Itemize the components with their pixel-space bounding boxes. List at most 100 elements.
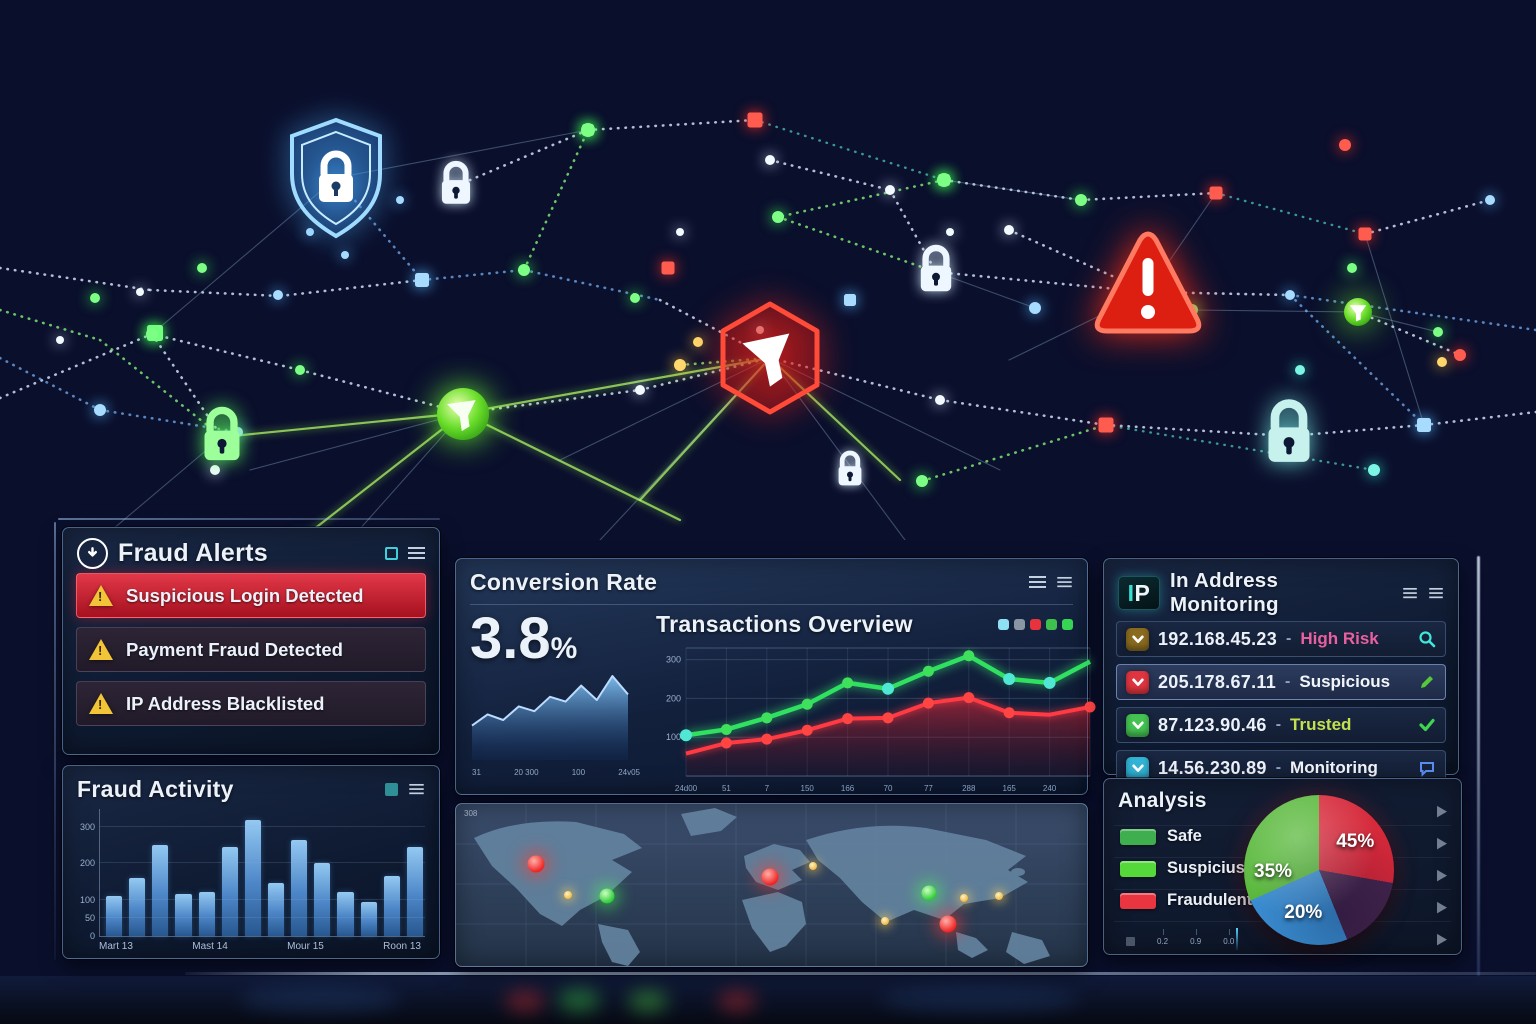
svg-text:300: 300 <box>666 655 681 665</box>
shield-lock-icon <box>290 117 382 239</box>
legend-dot <box>1062 619 1073 630</box>
panel-title: Fraud Alerts <box>118 539 268 567</box>
panel-title: Fraud Activity <box>77 776 234 802</box>
menu-icon[interactable] <box>1057 576 1072 589</box>
svg-text:200: 200 <box>666 693 681 703</box>
chevron-down-badge-icon <box>1126 713 1149 737</box>
expand-arrow-icon[interactable]: ▶ <box>1437 833 1447 852</box>
chart-mode-icon[interactable] <box>385 783 398 796</box>
menu-icon[interactable] <box>408 547 425 560</box>
menu-icon[interactable] <box>1429 587 1443 599</box>
padlock-icon <box>1268 404 1309 462</box>
fraud-activity-bar-chart: 300 200 100 50 0 <box>73 809 425 941</box>
menu-icon[interactable] <box>1029 576 1046 589</box>
activity-bar <box>175 894 192 936</box>
green-filter-node-icon <box>437 388 489 440</box>
activity-bar <box>337 892 354 936</box>
svg-text:165: 165 <box>1003 784 1017 793</box>
activity-bar <box>152 845 169 936</box>
legend-item: Safe <box>1120 827 1252 846</box>
x-axis-labels: Mart 13 Mast 14 Mour 15 Roon 13 <box>99 941 421 952</box>
menu-icon[interactable] <box>1402 587 1417 599</box>
ip-address: 87.123.90.46 <box>1158 714 1267 735</box>
ip-row[interactable]: 87.123.90.46 - Trusted <box>1116 707 1446 743</box>
desk-edge <box>185 972 1536 975</box>
ip-list: 192.168.45.23 - High Risk 205.178.67.11 … <box>1104 621 1458 786</box>
legend-swatch <box>1120 828 1156 845</box>
menu-icon[interactable] <box>409 783 424 796</box>
network-visualization <box>0 112 1536 540</box>
analysis-axis-ticks: 0.2 0.9 0.0 <box>1126 929 1234 946</box>
svg-text:7: 7 <box>765 784 770 793</box>
activity-bar <box>406 847 423 936</box>
chart-legend-dots <box>998 619 1073 630</box>
legend-dot <box>1046 619 1057 630</box>
ip-row[interactable]: 205.178.67.11 - Suspicious <box>1116 664 1446 700</box>
activity-bar <box>244 819 261 936</box>
axis-cursor <box>1236 928 1238 950</box>
pie-slice-label: 35% <box>1254 860 1293 882</box>
green-alert-dot <box>599 888 615 904</box>
alert-label: IP Address Blacklisted <box>126 692 325 714</box>
legend-item: Fraudulent <box>1120 891 1252 910</box>
chat-icon[interactable] <box>1418 759 1436 777</box>
y-axis-labels: 300 200 100 50 0 <box>79 822 95 941</box>
legend-label: Suspicius <box>1167 859 1245 877</box>
check-icon[interactable] <box>1418 716 1436 734</box>
expand-arrow-icon[interactable]: ▶ <box>1437 801 1447 820</box>
analysis-panel: Analysis Safe Suspicius Fraudulent 45% 20… <box>1103 778 1462 955</box>
ip-status: Monitoring <box>1290 758 1378 777</box>
padlock-icon <box>442 164 470 204</box>
continents <box>474 808 1050 966</box>
yellow-alert-dot <box>959 893 968 902</box>
expand-arrow-icon[interactable]: ▶ <box>1437 929 1447 948</box>
expand-arrow-icon[interactable]: ▶ <box>1437 865 1447 884</box>
panel-title: Conversion Rate <box>470 569 658 595</box>
legend-label: Safe <box>1167 827 1202 845</box>
edit-icon[interactable] <box>1418 673 1436 691</box>
warning-triangle-icon <box>1094 231 1202 334</box>
dashboard-bezel <box>58 518 440 520</box>
warning-icon <box>89 693 113 714</box>
chevron-down-badge-icon <box>1126 627 1149 651</box>
separator: - <box>1285 673 1291 690</box>
separator: - <box>1286 630 1292 647</box>
activity-bar <box>106 896 123 936</box>
search-icon[interactable] <box>1418 630 1436 648</box>
map-corner-label: 308 <box>464 809 478 818</box>
fraud-alert-row[interactable]: Suspicious Login Detected <box>76 573 426 618</box>
activity-bar <box>129 877 146 936</box>
ip-address: 205.178.67.11 <box>1158 671 1277 692</box>
activity-bar <box>221 847 238 936</box>
legend-dot <box>1014 619 1025 630</box>
expand-icon[interactable] <box>385 547 398 560</box>
green-alert-dot <box>921 885 937 901</box>
red-alert-dot <box>527 855 545 873</box>
activity-bar <box>291 839 308 936</box>
chart-title: Transactions Overview <box>656 611 913 637</box>
activity-bar <box>198 892 215 936</box>
fraud-alert-row[interactable]: Payment Fraud Detected <box>76 627 426 672</box>
panel-title: Analysis <box>1118 789 1207 812</box>
padlock-icon <box>921 248 951 291</box>
separator: - <box>1275 759 1282 776</box>
alert-list: Suspicious Login Detected Payment Fraud … <box>63 573 439 726</box>
ip-row[interactable]: 192.168.45.23 - High Risk <box>1116 621 1446 657</box>
legend-swatch <box>1120 892 1156 909</box>
expand-arrow-icon[interactable]: ▶ <box>1437 897 1447 916</box>
ip-address: 14.56.230.89 <box>1158 757 1267 778</box>
ip-status: Trusted <box>1290 715 1352 734</box>
dashboard-edge-right <box>1477 556 1480 976</box>
padlock-icon <box>839 453 862 485</box>
legend-item: Suspicius <box>1120 859 1252 878</box>
panel-title: In Address Monitoring <box>1170 569 1279 616</box>
svg-text:24d00: 24d00 <box>675 784 698 793</box>
svg-text:51: 51 <box>722 784 731 793</box>
svg-text:240: 240 <box>1043 784 1057 793</box>
fraud-alert-row[interactable]: IP Address Blacklisted <box>76 681 426 726</box>
dashboard-edge-left <box>54 522 56 960</box>
legend-swatch <box>1120 860 1156 877</box>
svg-text:70: 70 <box>884 784 893 793</box>
